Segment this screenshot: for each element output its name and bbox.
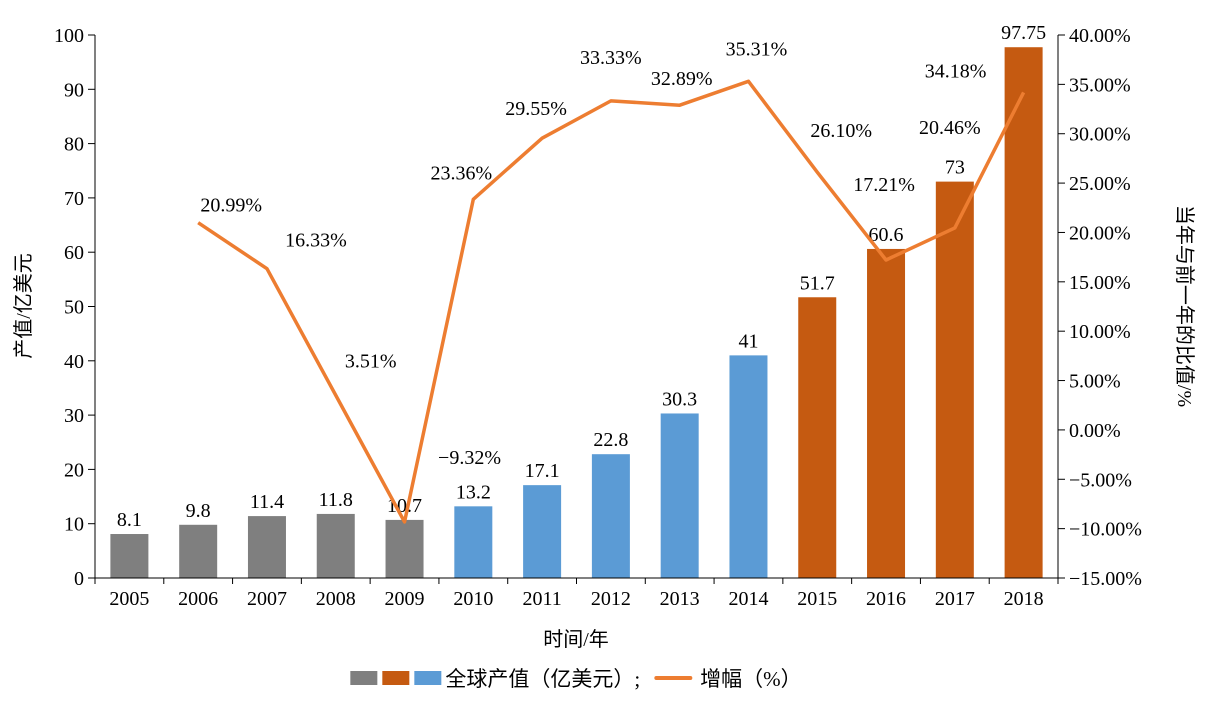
- bar-value-label-2017: 73: [945, 157, 965, 179]
- growth-rate-line: [197, 79, 1026, 524]
- x-tick-label-2012: 2012: [591, 588, 631, 610]
- right-tick-label: 35.00%: [1069, 74, 1131, 96]
- bar-value-label-2015: 51.7: [800, 272, 835, 294]
- left-axis-title: 产值/亿美元: [12, 253, 35, 359]
- bar-2010: [454, 506, 493, 578]
- x-tick-label-2009: 2009: [385, 588, 425, 610]
- left-tick-label: 20: [64, 459, 84, 481]
- bar-2006: [179, 524, 218, 578]
- legend-swatch-gray-bars: [350, 671, 378, 685]
- bar-2007: [247, 516, 286, 578]
- left-tick-label: 70: [64, 188, 84, 210]
- bar-2005: [110, 534, 149, 578]
- line-value-label-2007: 16.33%: [285, 230, 347, 252]
- line-value-label-2014: 35.31%: [726, 38, 788, 60]
- right-tick-label: −5.00%: [1069, 469, 1132, 491]
- left-tick-label: 60: [64, 242, 84, 264]
- line-value-label-2017: 20.46%: [919, 117, 981, 139]
- x-axis-title: 时间/年: [543, 628, 609, 651]
- bar-2011: [523, 485, 562, 578]
- x-tick-label-2014: 2014: [728, 588, 768, 610]
- bar-value-label-2007: 11.4: [250, 491, 284, 513]
- bar-2018: [1004, 47, 1043, 578]
- bar-2014: [729, 355, 768, 578]
- x-tick-label-2005: 2005: [109, 588, 149, 610]
- right-tick-label: 25.00%: [1069, 173, 1131, 195]
- line-value-label-2013: 32.89%: [651, 68, 713, 90]
- legend-label-global-output: 全球产值（亿美元）;: [445, 667, 641, 691]
- line-value-label-2009: −9.32%: [438, 447, 501, 469]
- right-axis-title: 当年与前一年的比值/%: [1173, 205, 1196, 407]
- bar-2009: [385, 519, 424, 578]
- bar-value-label-2006: 9.8: [186, 500, 211, 522]
- right-tick-label: −15.00%: [1069, 568, 1142, 590]
- x-tick-label-2015: 2015: [797, 588, 837, 610]
- x-tick-label-2008: 2008: [316, 588, 356, 610]
- x-tick-label-2006: 2006: [178, 588, 218, 610]
- x-tick-label-2011: 2011: [522, 588, 561, 610]
- bar-value-label-2016: 60.6: [869, 224, 904, 246]
- left-tick-label: 100: [54, 25, 84, 47]
- line-value-label-2012: 33.33%: [580, 47, 642, 69]
- line-value-label-2006: 20.99%: [200, 195, 262, 217]
- bar-value-label-2011: 17.1: [525, 460, 560, 482]
- line-value-label-2010: 23.36%: [430, 162, 492, 184]
- bar-value-label-2018: 97.75: [1001, 22, 1046, 44]
- left-tick-label: 30: [64, 405, 84, 427]
- legend-label-growth: 增幅（%）: [700, 667, 802, 691]
- bar-value-label-2013: 30.3: [662, 388, 697, 410]
- x-tick-label-2007: 2007: [247, 588, 287, 610]
- bar-2013: [660, 413, 699, 578]
- line-value-label-2008: 3.51%: [345, 350, 397, 372]
- legend-line-swatch: [654, 676, 693, 680]
- line-value-label-2011: 29.55%: [505, 98, 567, 120]
- x-tick-label-2018: 2018: [1004, 588, 1044, 610]
- right-tick-label: 30.00%: [1069, 124, 1131, 146]
- left-tick-label: 0: [74, 568, 84, 590]
- left-tick-label: 80: [64, 134, 84, 156]
- bar-value-label-2010: 13.2: [456, 481, 491, 503]
- left-tick-label: 10: [64, 514, 84, 536]
- legend-swatch-blue-bars: [414, 671, 442, 685]
- line-value-label-2016: 17.21%: [853, 174, 915, 196]
- x-tick-label-2016: 2016: [866, 588, 906, 610]
- right-tick-label: 15.00%: [1069, 272, 1131, 294]
- bar-2015: [798, 297, 837, 578]
- legend: 全球产值（亿美元）; 增幅（%）: [350, 663, 802, 693]
- right-tick-label: 10.00%: [1069, 321, 1131, 343]
- bar-2012: [591, 454, 630, 578]
- right-tick-label: 0.00%: [1069, 420, 1121, 442]
- legend-swatch-darkorange-bars: [382, 671, 410, 685]
- right-tick-label: 20.00%: [1069, 222, 1131, 244]
- right-tick-label: −10.00%: [1069, 519, 1142, 541]
- bar-value-label-2014: 41: [738, 330, 758, 352]
- left-tick-label: 90: [64, 79, 84, 101]
- bar-2016: [867, 248, 906, 578]
- x-tick-label-2017: 2017: [935, 588, 975, 610]
- right-tick-label: 5.00%: [1069, 371, 1121, 393]
- bar-value-label-2009: 10.7: [387, 495, 422, 517]
- left-tick-label: 40: [64, 351, 84, 373]
- line-value-label-2015: 26.10%: [810, 120, 872, 142]
- bar-value-label-2012: 22.8: [593, 429, 628, 451]
- right-tick-label: 40.00%: [1069, 25, 1131, 47]
- line-value-label-2018: 34.18%: [925, 60, 987, 82]
- left-tick-label: 50: [64, 297, 84, 319]
- bar-value-label-2005: 8.1: [117, 509, 142, 531]
- bar-2017: [935, 181, 974, 579]
- x-tick-label-2010: 2010: [453, 588, 493, 610]
- bar-value-label-2008: 11.8: [319, 489, 353, 511]
- bar-2008: [316, 513, 355, 578]
- x-tick-label-2013: 2013: [660, 588, 700, 610]
